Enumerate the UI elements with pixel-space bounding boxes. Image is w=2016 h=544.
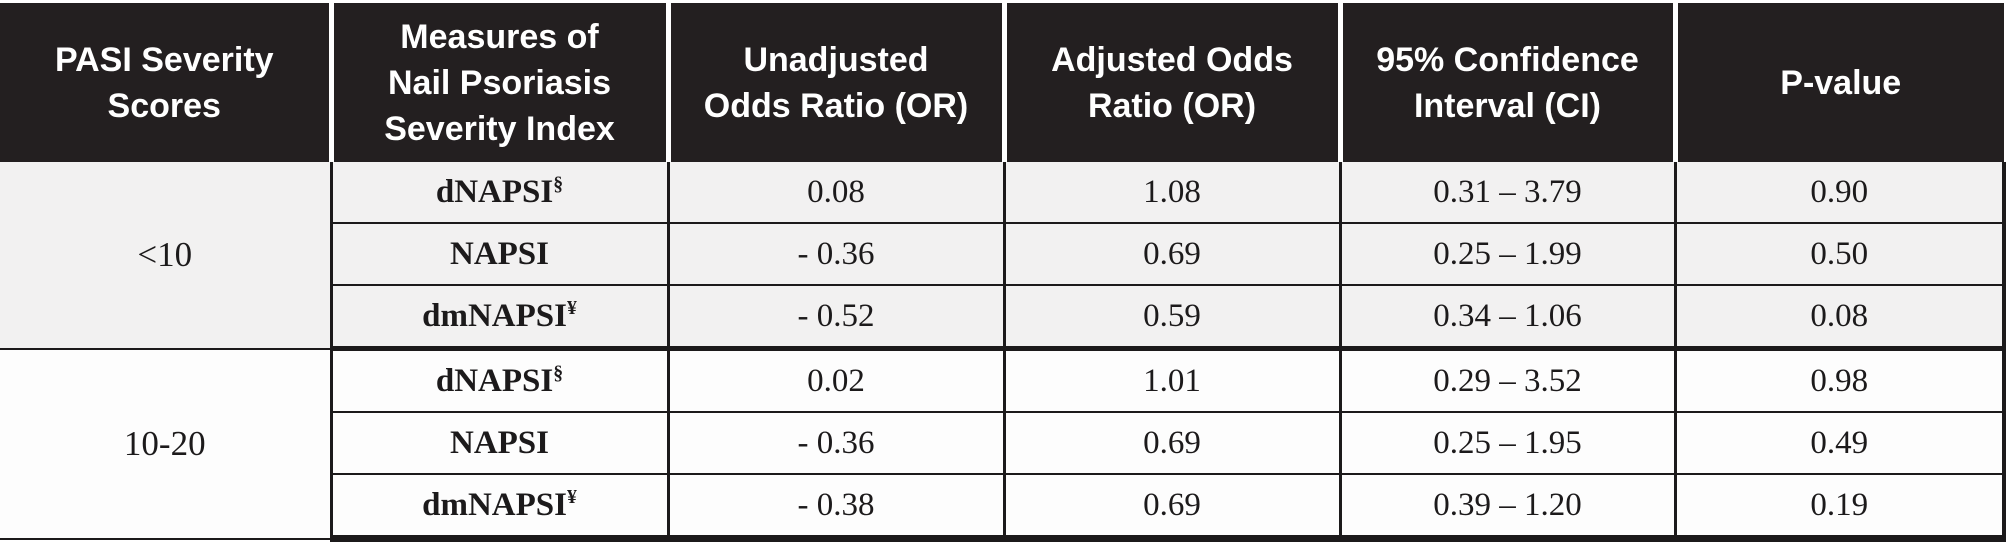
table-row: dmNAPSI¥ - 0.52 0.59 0.34 – 1.06 0.08 (0, 285, 2006, 351)
measure-cell: NAPSI (329, 412, 668, 475)
ci-cell: 0.29 – 3.52 (1338, 348, 1675, 413)
ci-cell: 0.39 – 1.20 (1338, 474, 1675, 542)
column-header-nail-psoriasis-measures: Measures of Nail Psoriasis Severity Inde… (328, 3, 668, 162)
adjusted-or-cell: 0.69 (1002, 412, 1340, 475)
column-header-pasi-severity-scores: PASI Severity Scores (0, 3, 331, 162)
column-header-95-ci: 95% Confidence Interval (CI) (1337, 3, 1675, 162)
measure-superscript: ¥ (566, 485, 577, 508)
p-value-cell: 0.98 (1673, 348, 2006, 413)
adjusted-or-cell: 1.01 (1002, 348, 1340, 413)
measure-superscript: ¥ (566, 296, 577, 319)
p-value-cell: 0.50 (1673, 223, 2006, 286)
group-label-pasi-lt-10: <10 (0, 162, 331, 350)
column-header-adjusted-or: Adjusted Odds Ratio (OR) (1001, 3, 1340, 162)
ci-cell: 0.25 – 1.95 (1338, 412, 1675, 475)
measure-cell: dNAPSI§ (329, 348, 668, 413)
measure-name: NAPSI (449, 424, 550, 461)
unadjusted-or-cell: - 0.52 (666, 285, 1004, 351)
table-row: dmNAPSI¥ - 0.38 0.69 0.39 – 1.20 0.19 (0, 474, 2006, 542)
p-value-cell: 0.08 (1673, 285, 2006, 351)
column-header-unadjusted-or: Unadjusted Odds Ratio (OR) (665, 3, 1004, 162)
column-header-p-value: P-value (1672, 3, 2004, 162)
group-label-pasi-10-20: 10-20 (0, 348, 331, 540)
adjusted-or-cell: 1.08 (1002, 162, 1340, 224)
p-value-cell: 0.19 (1673, 474, 2006, 542)
table-row: NAPSI - 0.36 0.69 0.25 – 1.95 0.49 (0, 412, 2006, 475)
measure-cell: NAPSI (329, 223, 668, 286)
ci-cell: 0.25 – 1.99 (1338, 223, 1675, 286)
unadjusted-or-cell: - 0.38 (666, 474, 1004, 542)
unadjusted-or-cell: 0.02 (666, 348, 1004, 413)
measure-cell: dmNAPSI¥ (329, 474, 668, 542)
adjusted-or-cell: 0.69 (1002, 223, 1340, 286)
measure-name: NAPSI (449, 235, 550, 272)
p-value-cell: 0.49 (1673, 412, 2006, 475)
ci-cell: 0.34 – 1.06 (1338, 285, 1675, 351)
results-table: PASI Severity Scores Measures of Nail Ps… (0, 3, 2006, 542)
table-row: 10-20 dNAPSI§ 0.02 1.01 0.29 – 3.52 0.98 (0, 348, 2006, 540)
measure-name: dNAPSI (435, 173, 554, 210)
measure-superscript: § (553, 361, 564, 384)
adjusted-or-cell: 0.69 (1002, 474, 1340, 542)
table-row: <10 dNAPSI§ 0.08 1.08 0.31 – 3.79 0.90 (0, 162, 2006, 350)
p-value-cell: 0.90 (1673, 162, 2006, 224)
adjusted-or-cell: 0.59 (1002, 285, 1340, 351)
measure-name: dmNAPSI (422, 297, 567, 334)
measure-name: dNAPSI (435, 362, 554, 399)
measure-name: dmNAPSI (422, 486, 567, 523)
unadjusted-or-cell: - 0.36 (666, 223, 1004, 286)
table-row: NAPSI - 0.36 0.69 0.25 – 1.99 0.50 (0, 223, 2006, 286)
measure-cell: dmNAPSI¥ (329, 285, 668, 351)
unadjusted-or-cell: - 0.36 (666, 412, 1004, 475)
measure-cell: dNAPSI§ (329, 162, 668, 224)
measure-superscript: § (553, 172, 564, 195)
ci-cell: 0.31 – 3.79 (1338, 162, 1675, 224)
unadjusted-or-cell: 0.08 (666, 162, 1004, 224)
table-header-row: PASI Severity Scores Measures of Nail Ps… (0, 3, 2004, 162)
